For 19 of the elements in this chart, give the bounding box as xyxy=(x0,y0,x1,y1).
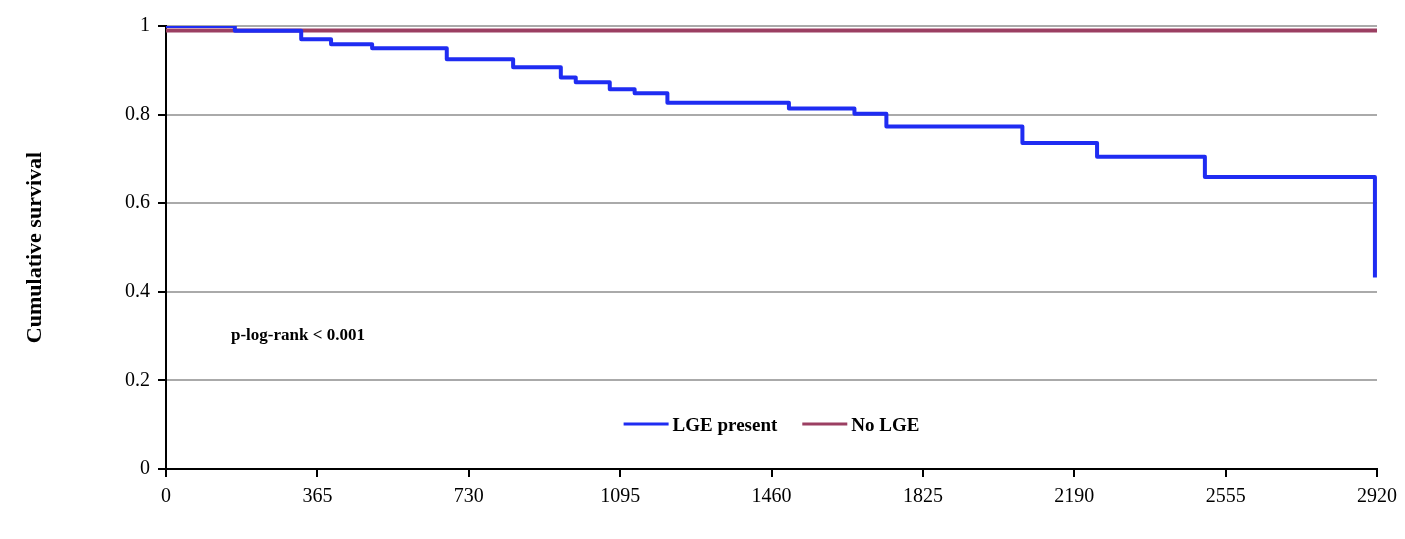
x-tick-label: 2190 xyxy=(1054,484,1095,507)
x-tick-label: 2920 xyxy=(1357,484,1397,507)
y-tick-label: 0.8 xyxy=(125,101,150,124)
y-tick-label: 0.4 xyxy=(125,279,150,302)
legend-label: LGE present xyxy=(672,413,778,435)
x-tick-label: 2555 xyxy=(1205,484,1246,507)
y-tick-label: 0.2 xyxy=(125,367,150,390)
y-tick-label: 1 xyxy=(140,13,150,36)
y-tick-label: 0.6 xyxy=(125,190,150,213)
x-tick-label: 0 xyxy=(161,484,171,507)
y-axis-title: Cumulative survival xyxy=(20,151,46,344)
x-tick-label: 730 xyxy=(453,484,484,507)
annotation: p-log-rank < 0.001 xyxy=(231,325,365,345)
x-tick-label: 1460 xyxy=(751,484,792,507)
legend-label: No LGE xyxy=(851,413,920,435)
x-tick-label: 365 xyxy=(302,484,333,507)
x-tick-label: 1095 xyxy=(600,484,641,507)
x-tick-label: 1825 xyxy=(902,484,943,507)
y-tick-label: 0 xyxy=(140,456,150,479)
